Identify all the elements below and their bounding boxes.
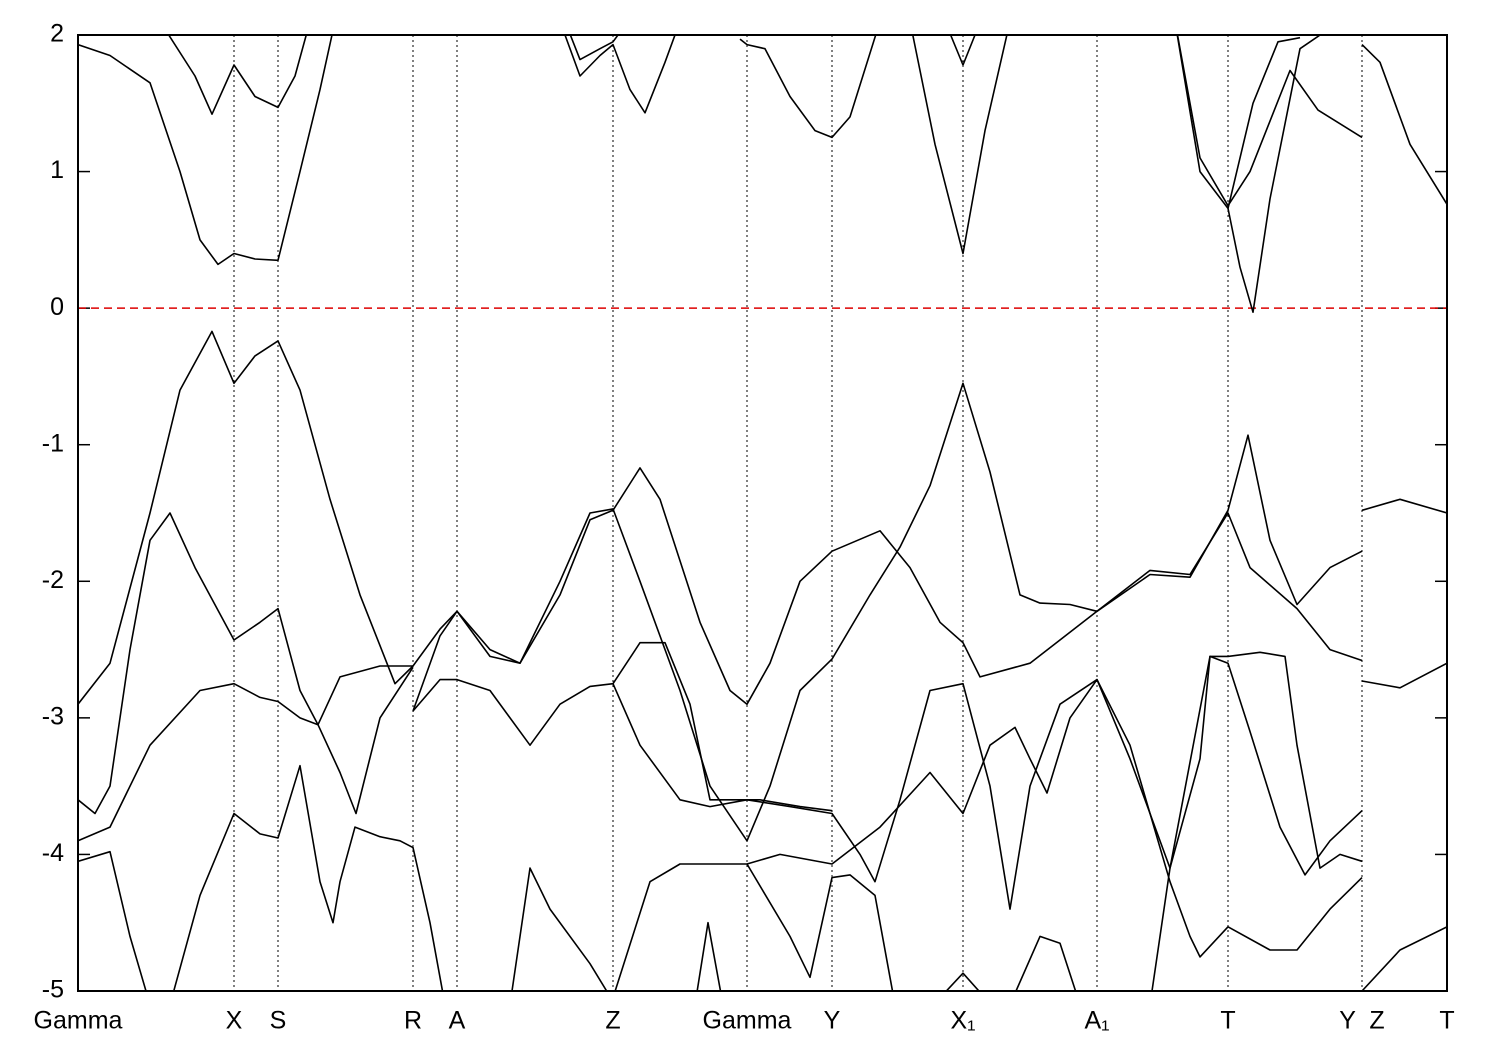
band xyxy=(78,330,1363,705)
band xyxy=(696,921,722,991)
band xyxy=(511,867,608,991)
x-tick-label: X xyxy=(226,1007,243,1035)
y-tick-label: -2 xyxy=(42,566,64,594)
band xyxy=(1361,44,1447,205)
band xyxy=(1361,926,1447,991)
band xyxy=(1361,498,1447,514)
band xyxy=(746,655,1363,876)
x-tick-label: Gamma xyxy=(703,1007,792,1035)
band xyxy=(569,35,619,61)
band xyxy=(614,863,894,991)
x-tick-label: A xyxy=(449,1007,466,1035)
bands xyxy=(78,35,1447,991)
plot-frame xyxy=(77,34,1448,992)
band xyxy=(1015,935,1077,991)
band xyxy=(78,665,413,842)
band xyxy=(564,35,676,114)
y-tick-label: -5 xyxy=(42,976,64,1004)
band xyxy=(911,35,1008,255)
band xyxy=(1227,36,1301,209)
band xyxy=(949,35,976,66)
x-tick-label: X₁ xyxy=(950,1007,975,1035)
x-tick-label: Y xyxy=(824,1007,841,1035)
x-tick-label: Y Z xyxy=(1339,1007,1384,1035)
labels: -5 -4 -3 -2 -1 0 1 2 Gamma X S R A Z Gamma Y X₁ A₁ T Y Z T xyxy=(34,20,1455,1035)
y-tick-label: -4 xyxy=(42,839,64,867)
band xyxy=(739,35,877,139)
y-tick-label: 0 xyxy=(50,293,64,321)
band xyxy=(1176,35,1322,313)
grid xyxy=(77,34,1448,992)
x-tick-label: Z xyxy=(605,1007,620,1035)
band xyxy=(167,35,308,115)
y-tick-label: -3 xyxy=(42,702,64,730)
x-tick-label: S xyxy=(270,1007,287,1035)
x-tick-label: A₁ xyxy=(1084,1007,1109,1035)
band xyxy=(1151,651,1363,991)
band xyxy=(172,764,444,991)
band xyxy=(612,641,833,812)
band xyxy=(78,850,147,991)
band xyxy=(1361,662,1447,689)
y-tick-label: -1 xyxy=(42,429,64,457)
band xyxy=(412,678,1363,958)
x-tick-label: T xyxy=(1439,1007,1454,1035)
band xyxy=(78,35,333,266)
y-tick-label: 1 xyxy=(50,156,64,184)
x-tick-label: T xyxy=(1220,1007,1235,1035)
band xyxy=(78,512,414,815)
band xyxy=(945,972,980,991)
band xyxy=(412,382,1363,842)
x-tick-label: R xyxy=(404,1007,422,1035)
y-tick-label: 2 xyxy=(50,20,64,48)
x-tick-label: Gamma xyxy=(34,1007,123,1035)
band xyxy=(1176,35,1363,207)
